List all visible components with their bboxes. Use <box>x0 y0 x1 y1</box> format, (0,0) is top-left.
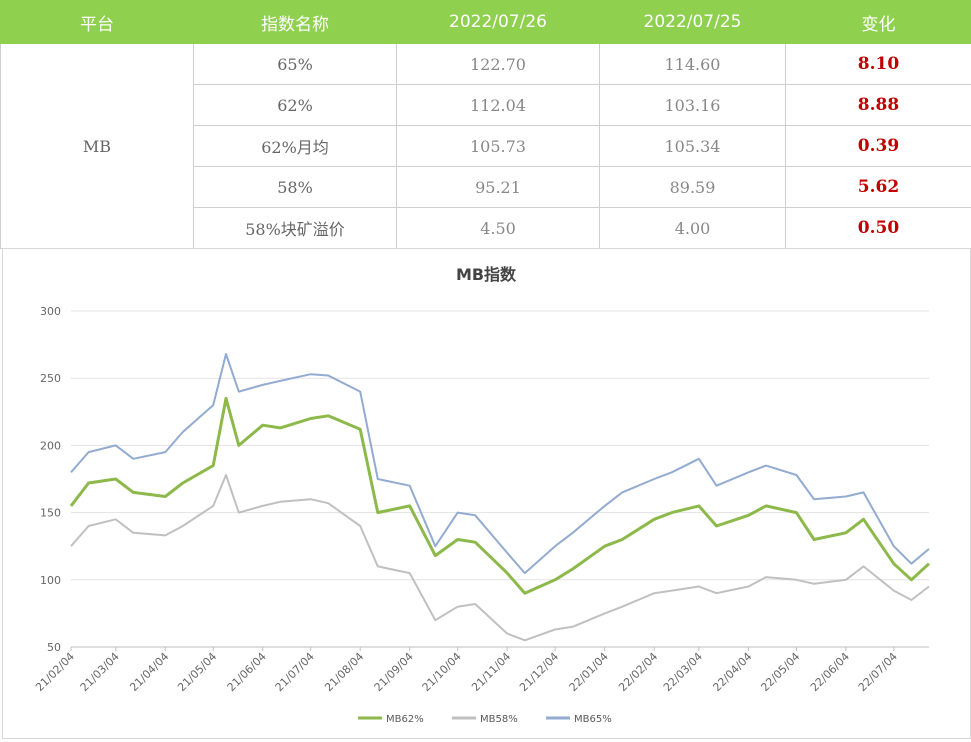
x-tick-label: 22/05/04 <box>758 650 802 694</box>
header-date-2: 2022/07/25 <box>600 1 786 44</box>
value-cell: 95.21 <box>397 167 600 208</box>
index-name-cell: 62% <box>194 85 397 126</box>
x-tick-label: 21/02/04 <box>33 650 77 694</box>
header-change: 变化 <box>786 1 971 44</box>
x-tick-label: 21/04/04 <box>127 650 171 694</box>
platform-cell: MB <box>1 44 194 249</box>
legend-label: MB65% <box>574 714 612 725</box>
series-line-mb58 <box>71 475 929 640</box>
value-cell: 122.70 <box>397 44 600 85</box>
x-tick-label: 21/08/04 <box>322 650 366 694</box>
value-cell: 105.34 <box>600 126 786 167</box>
value-cell: 89.59 <box>600 167 786 208</box>
x-tick-label: 21/06/04 <box>225 650 269 694</box>
y-tick-label: 150 <box>40 507 61 520</box>
change-cell: 5.62 <box>786 167 971 208</box>
x-tick-label: 21/03/04 <box>78 650 122 694</box>
y-tick-label: 250 <box>40 372 61 385</box>
chart-title: MB指数 <box>456 265 517 284</box>
x-tick-label: 22/06/04 <box>808 650 852 694</box>
series-line-mb65 <box>71 354 929 573</box>
x-tick-label: 22/07/04 <box>856 650 900 694</box>
x-tick-label: 21/07/04 <box>273 650 317 694</box>
y-tick-label: 200 <box>40 439 61 452</box>
value-cell: 4.50 <box>397 208 600 249</box>
index-table: 平台 指数名称 2022/07/26 2022/07/25 变化 MB 65% … <box>0 0 971 249</box>
change-cell: 8.10 <box>786 44 971 85</box>
x-tick-label: 22/02/04 <box>616 650 660 694</box>
change-cell: 0.39 <box>786 126 971 167</box>
x-tick-label: 22/01/04 <box>567 650 611 694</box>
value-cell: 4.00 <box>600 208 786 249</box>
header-date-1: 2022/07/26 <box>397 1 600 44</box>
x-tick-label: 21/11/04 <box>469 650 513 694</box>
x-tick-label: 21/12/04 <box>517 650 561 694</box>
y-tick-label: 100 <box>40 574 61 587</box>
series-line-mb62 <box>71 398 929 593</box>
header-index-name: 指数名称 <box>194 1 397 44</box>
legend-label: MB62% <box>386 714 424 725</box>
legend-label: MB58% <box>480 714 518 725</box>
y-tick-label: 300 <box>40 305 61 318</box>
header-platform: 平台 <box>1 1 194 44</box>
index-name-cell: 58% <box>194 167 397 208</box>
x-tick-label: 21/05/04 <box>175 650 219 694</box>
value-cell: 103.16 <box>600 85 786 126</box>
x-tick-label: 22/04/04 <box>710 650 754 694</box>
y-tick-label: 50 <box>47 641 61 654</box>
x-tick-label: 22/03/04 <box>661 650 705 694</box>
index-name-cell: 62%月均 <box>194 126 397 167</box>
value-cell: 112.04 <box>397 85 600 126</box>
change-cell: 0.50 <box>786 208 971 249</box>
table-row: MB 65% 122.70 114.60 8.10 <box>1 44 971 85</box>
x-tick-label: 21/09/04 <box>372 650 416 694</box>
value-cell: 105.73 <box>397 126 600 167</box>
value-cell: 114.60 <box>600 44 786 85</box>
index-name-cell: 65% <box>194 44 397 85</box>
change-cell: 8.88 <box>786 85 971 126</box>
x-tick-label: 21/10/04 <box>420 650 464 694</box>
index-name-cell: 58%块矿溢价 <box>194 208 397 249</box>
table-header-row: 平台 指数名称 2022/07/26 2022/07/25 变化 <box>1 1 971 44</box>
